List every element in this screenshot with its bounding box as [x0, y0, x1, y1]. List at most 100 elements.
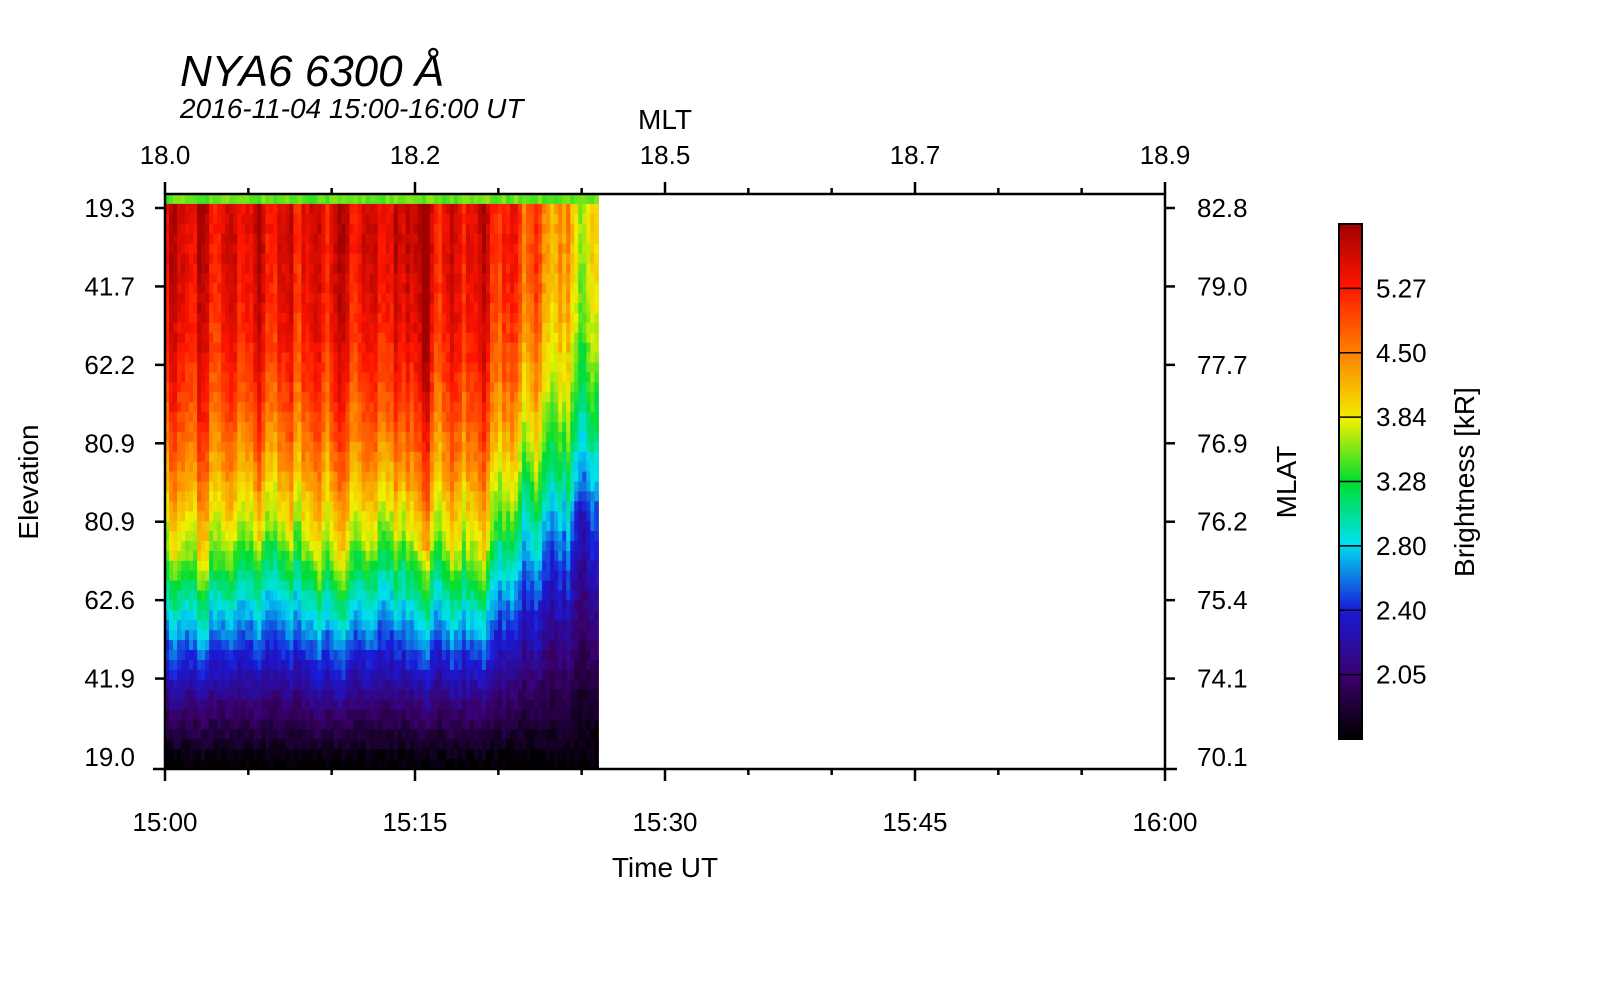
heatmap-cell	[301, 342, 307, 354]
heatmap-cell	[481, 402, 487, 413]
heatmap-cell	[241, 630, 246, 641]
heatmap-cell	[189, 263, 194, 274]
heatmap-cell	[449, 312, 455, 324]
heatmap-cell	[181, 431, 186, 443]
heatmap-cell	[425, 521, 431, 532]
heatmap-cell	[297, 580, 303, 592]
heatmap-cell	[349, 194, 355, 205]
heatmap-cell	[181, 382, 186, 393]
heatmap-cell	[494, 233, 499, 245]
heatmap-cell	[373, 382, 379, 393]
heatmap-cell	[401, 194, 407, 205]
heatmap-cell	[369, 540, 375, 552]
heatmap-cell	[317, 759, 323, 770]
heatmap-cell	[345, 213, 351, 225]
heatmap-cell	[169, 659, 174, 671]
heatmap-cell	[197, 521, 202, 532]
heatmap-cell	[257, 471, 262, 483]
heatmap-cell	[401, 422, 407, 433]
heatmap-cell	[461, 312, 467, 324]
heatmap-cell	[469, 719, 475, 730]
heatmap-cell	[197, 531, 202, 542]
heatmap-cell	[341, 699, 347, 711]
heatmap-cell	[485, 679, 491, 691]
heatmap-cell	[449, 540, 455, 552]
heatmap-cell	[389, 491, 395, 502]
heatmap-cell	[281, 243, 286, 255]
heatmap-cell	[305, 283, 311, 294]
heatmap-cell	[333, 283, 339, 294]
heatmap-cell	[401, 531, 407, 542]
heatmap-cell	[329, 431, 335, 443]
heatmap-cell	[169, 342, 174, 354]
heatmap-cell	[417, 372, 423, 383]
heatmap-cell	[401, 471, 407, 483]
heatmap-cell	[317, 610, 323, 621]
heatmap-cell	[361, 600, 367, 611]
heatmap-cell	[233, 729, 238, 740]
heatmap-cell	[277, 461, 282, 473]
heatmap-cell	[469, 283, 475, 294]
heatmap-cell	[269, 223, 274, 235]
heatmap-cell	[417, 412, 423, 423]
heatmap-cell	[409, 679, 415, 691]
heatmap-cell	[165, 194, 170, 205]
heatmap-cell	[345, 451, 351, 463]
heatmap-cell	[177, 362, 182, 374]
heatmap-cell	[177, 283, 182, 294]
heatmap-cell	[269, 194, 274, 205]
heatmap-cell	[445, 659, 451, 671]
heatmap-cell	[445, 332, 451, 344]
heatmap-cell	[185, 263, 190, 274]
heatmap-cell	[285, 491, 290, 502]
heatmap-cell	[502, 729, 507, 740]
heatmap-cell	[249, 739, 254, 750]
heatmap-cell	[494, 650, 499, 661]
heatmap-cell	[413, 749, 419, 760]
heatmap-cell	[285, 719, 290, 730]
heatmap-cell	[277, 650, 282, 661]
heatmap-cell	[401, 352, 407, 364]
heatmap-cell	[481, 749, 487, 760]
heatmap-cell	[510, 243, 515, 255]
heatmap-cell	[421, 481, 427, 493]
heatmap-cell	[417, 511, 423, 522]
heatmap-cell	[209, 521, 214, 532]
heatmap-cell	[365, 312, 371, 324]
heatmap-cell	[498, 243, 503, 255]
heatmap-cell	[289, 511, 294, 522]
heatmap-cell	[429, 590, 435, 602]
heatmap-cell	[490, 283, 495, 294]
heatmap-cell	[233, 580, 238, 592]
heatmap-cell	[485, 540, 491, 552]
heatmap-cell	[421, 293, 427, 304]
heatmap-cell	[457, 233, 463, 245]
heatmap-cell	[506, 580, 511, 592]
heatmap-cell	[241, 560, 246, 572]
heatmap-cell	[217, 223, 222, 235]
heatmap-cell	[289, 759, 294, 770]
heatmap-cell	[437, 570, 443, 582]
heatmap-cell	[465, 263, 471, 274]
heatmap-cell	[309, 283, 315, 294]
heatmap-cell	[397, 283, 403, 294]
heatmap-cell	[465, 293, 471, 304]
heatmap-cell	[477, 749, 483, 760]
heatmap-cell	[357, 729, 363, 740]
heatmap-cell	[169, 709, 174, 721]
heatmap-cell	[377, 719, 383, 730]
heatmap-cell	[389, 590, 395, 602]
heatmap-cell	[185, 461, 190, 473]
heatmap-cell	[357, 640, 363, 651]
heatmap-cell	[337, 392, 343, 403]
heatmap-cell	[469, 392, 475, 403]
heatmap-cell	[441, 521, 447, 532]
heatmap-cell	[329, 709, 335, 721]
heatmap-cell	[269, 481, 274, 493]
heatmap-cell	[445, 729, 451, 740]
heatmap-cell	[401, 372, 407, 383]
heatmap-cell	[469, 362, 475, 374]
heatmap-cell	[177, 233, 182, 245]
heatmap-cell	[241, 689, 246, 701]
heatmap-cell	[393, 273, 399, 284]
